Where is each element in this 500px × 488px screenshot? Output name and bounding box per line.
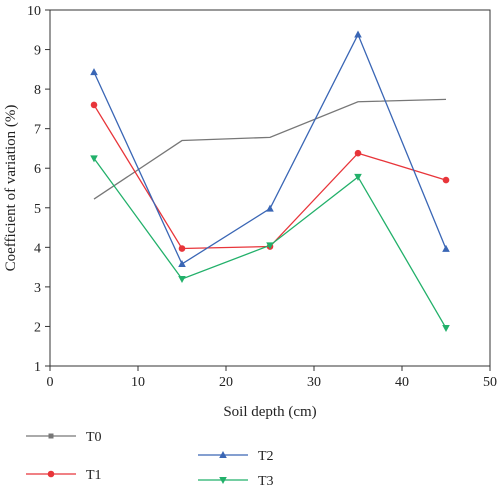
data-point-t3 (90, 155, 98, 163)
data-point-t3 (178, 275, 186, 283)
series-line-t1 (93, 104, 447, 250)
data-point-t1 (442, 176, 450, 184)
y-axis-label: Coefficient of variation (%) (3, 105, 19, 272)
legend-item-t2: T2 (198, 449, 274, 464)
x-tick-label: 50 (483, 375, 497, 390)
legend: T0 T1 T2 T3 (26, 430, 274, 488)
legend-item-t0: T0 (26, 430, 102, 445)
data-point-t3 (266, 242, 274, 250)
y-tick-label: 2 (34, 320, 41, 335)
data-point-t1 (354, 149, 362, 157)
series-t3 (90, 155, 450, 333)
y-tick-label: 7 (34, 123, 41, 138)
data-point-t3 (442, 325, 450, 333)
legend-item-t3: T3 (198, 474, 274, 488)
series-t2 (90, 30, 450, 267)
legend-label: T3 (258, 474, 274, 488)
legend-label: T0 (86, 430, 102, 445)
y-tick-label: 4 (34, 241, 41, 256)
series-t0 (93, 98, 447, 200)
y-tick-label: 6 (34, 162, 41, 177)
series-t1 (90, 101, 450, 252)
data-point-t1 (90, 101, 98, 109)
y-tick-label: 5 (34, 202, 41, 217)
series-layer (90, 30, 450, 333)
axes: 0 10 20 30 40 50 1 2 3 4 5 6 7 8 9 10 (27, 4, 497, 390)
legend-swatch-marker (219, 451, 227, 458)
data-point-t2 (354, 30, 362, 38)
y-tick-label: 9 (34, 44, 41, 59)
plot-frame (49, 9, 491, 367)
data-point-t2 (442, 244, 450, 252)
series-line-t0 (93, 98, 447, 200)
x-tick-label: 0 (47, 375, 54, 390)
data-point-t2 (90, 68, 98, 76)
y-tick-label: 8 (34, 83, 41, 98)
data-point-t3 (354, 173, 362, 181)
data-point-t2 (266, 204, 274, 212)
data-point-t2 (178, 259, 186, 267)
legend-label: T2 (258, 449, 274, 464)
legend-swatch-marker (219, 477, 227, 484)
x-tick-label: 20 (219, 375, 233, 390)
x-tick-label: 40 (395, 375, 409, 390)
legend-swatch-marker (48, 433, 54, 439)
y-tick-label: 1 (34, 360, 41, 375)
x-axis-label: Soil depth (cm) (223, 404, 316, 420)
series-line-t2 (93, 32, 447, 265)
x-tick-label: 10 (131, 375, 145, 390)
y-tick-label: 10 (27, 4, 41, 19)
y-tick-label: 3 (34, 281, 41, 296)
legend-swatch-marker (47, 470, 55, 478)
legend-item-t1: T1 (26, 468, 102, 483)
legend-label: T1 (86, 468, 102, 483)
data-point-t1 (178, 245, 186, 252)
x-tick-label: 30 (307, 375, 321, 390)
